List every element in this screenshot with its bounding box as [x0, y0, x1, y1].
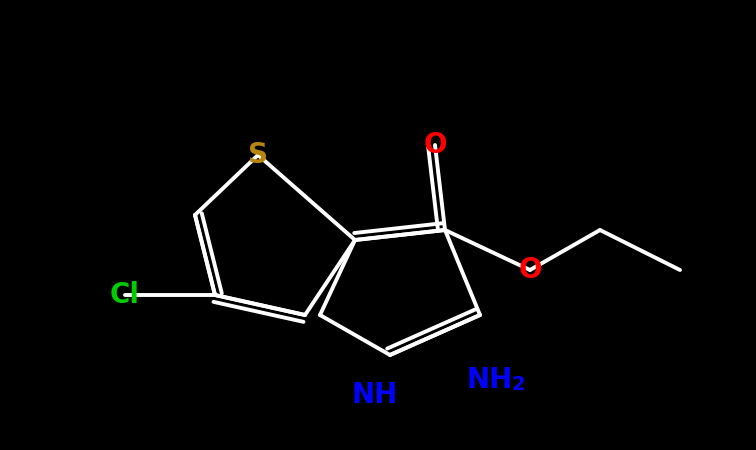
Text: Cl: Cl — [110, 281, 140, 309]
Text: S: S — [248, 141, 268, 169]
Text: O: O — [519, 256, 542, 284]
Text: 2: 2 — [511, 375, 525, 395]
Text: O: O — [423, 131, 447, 159]
Text: NH: NH — [352, 381, 398, 409]
Text: NH: NH — [467, 366, 513, 394]
